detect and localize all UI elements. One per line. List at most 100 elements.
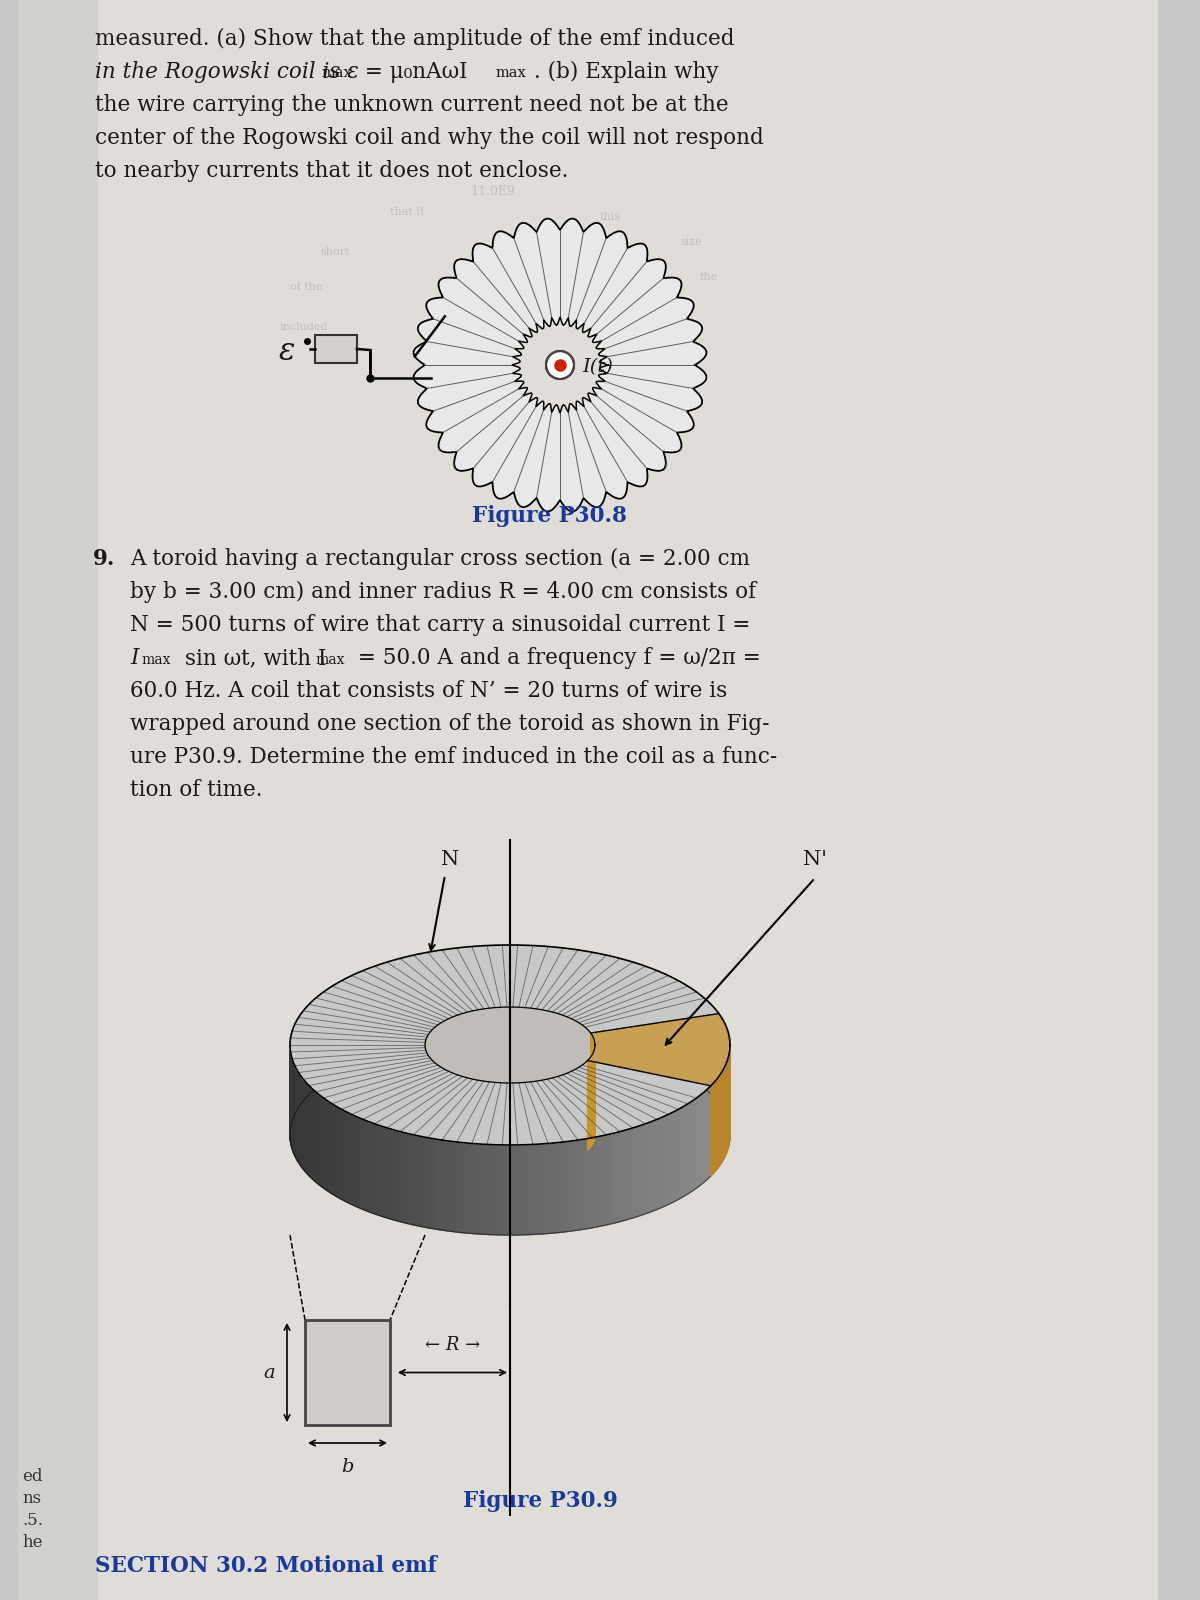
Polygon shape (382, 1126, 385, 1218)
Polygon shape (335, 1106, 337, 1197)
Polygon shape (553, 1013, 554, 1102)
Polygon shape (467, 1011, 468, 1102)
Polygon shape (690, 1101, 692, 1192)
Polygon shape (342, 1109, 344, 1202)
Polygon shape (479, 1010, 480, 1099)
Polygon shape (500, 1146, 504, 1235)
Polygon shape (364, 1120, 366, 1211)
Polygon shape (572, 1141, 576, 1230)
Text: tion of time.: tion of time. (130, 779, 263, 802)
Polygon shape (530, 1008, 532, 1098)
Polygon shape (478, 1010, 479, 1099)
Text: 9.: 9. (94, 547, 115, 570)
Polygon shape (671, 1112, 673, 1203)
Polygon shape (366, 1120, 370, 1211)
Polygon shape (290, 1035, 730, 1235)
Polygon shape (488, 1008, 490, 1098)
Text: ure P30.9. Determine the emf induced in the coil as a func-: ure P30.9. Determine the emf induced in … (130, 746, 778, 768)
Text: N: N (440, 850, 460, 869)
Polygon shape (404, 1133, 408, 1224)
Polygon shape (499, 1008, 500, 1098)
Polygon shape (520, 1146, 523, 1235)
Polygon shape (551, 1011, 552, 1102)
Polygon shape (698, 1096, 701, 1187)
Polygon shape (696, 1096, 698, 1189)
Polygon shape (708, 1088, 709, 1179)
Polygon shape (401, 1131, 404, 1222)
Polygon shape (344, 1110, 347, 1202)
Polygon shape (592, 1138, 595, 1227)
Polygon shape (676, 1109, 678, 1202)
Polygon shape (612, 1133, 616, 1224)
Polygon shape (542, 1010, 544, 1101)
Polygon shape (466, 1013, 467, 1102)
Polygon shape (722, 1019, 725, 1112)
Polygon shape (720, 1072, 722, 1165)
Text: SECTION 30.2 Motional emf: SECTION 30.2 Motional emf (95, 1555, 437, 1578)
Polygon shape (425, 1006, 595, 1083)
Polygon shape (680, 1107, 683, 1198)
Polygon shape (378, 1125, 382, 1216)
Polygon shape (551, 1142, 554, 1234)
Polygon shape (508, 1146, 512, 1235)
Polygon shape (311, 1088, 312, 1179)
Polygon shape (324, 1098, 326, 1190)
Bar (314, 334, 358, 363)
Text: N = 500 turns of wire that carry a sinusoidal current I =: N = 500 turns of wire that carry a sinus… (130, 614, 750, 635)
Text: Figure P30.9: Figure P30.9 (462, 1490, 618, 1512)
Text: max: max (142, 653, 170, 667)
Polygon shape (493, 1144, 497, 1235)
Polygon shape (290, 946, 730, 1146)
Polygon shape (576, 1139, 580, 1230)
Polygon shape (528, 1008, 530, 1098)
Polygon shape (683, 1106, 685, 1197)
Polygon shape (726, 1026, 727, 1118)
Polygon shape (523, 1008, 524, 1098)
Polygon shape (554, 1013, 556, 1102)
Polygon shape (694, 1098, 696, 1190)
Polygon shape (548, 1011, 550, 1101)
Polygon shape (412, 1134, 415, 1226)
Polygon shape (361, 1118, 364, 1210)
Polygon shape (318, 1094, 319, 1186)
Polygon shape (312, 1090, 314, 1181)
Polygon shape (332, 1104, 335, 1195)
Polygon shape (558, 1014, 559, 1104)
Polygon shape (500, 1006, 502, 1098)
Polygon shape (538, 1010, 539, 1099)
Polygon shape (719, 1013, 721, 1107)
Polygon shape (468, 1011, 469, 1102)
Polygon shape (512, 1146, 516, 1235)
Polygon shape (478, 1144, 481, 1234)
Polygon shape (584, 1139, 588, 1229)
Polygon shape (721, 1016, 722, 1109)
Polygon shape (466, 1142, 469, 1234)
Polygon shape (623, 1130, 625, 1221)
Polygon shape (395, 1130, 397, 1221)
Polygon shape (716, 1078, 718, 1170)
Polygon shape (714, 1080, 716, 1173)
Polygon shape (503, 1006, 505, 1098)
Polygon shape (460, 1014, 461, 1104)
Polygon shape (372, 1123, 376, 1214)
Text: I(t): I(t) (582, 358, 613, 376)
Polygon shape (301, 1077, 302, 1168)
Polygon shape (488, 1144, 493, 1235)
Polygon shape (440, 1139, 444, 1230)
Text: = 50.0 A and a frequency f = ω/2π =: = 50.0 A and a frequency f = ω/2π = (352, 646, 761, 669)
Polygon shape (476, 1010, 478, 1101)
Polygon shape (532, 1144, 535, 1235)
Polygon shape (504, 1146, 508, 1235)
Polygon shape (716, 1077, 719, 1170)
Polygon shape (534, 1008, 535, 1099)
Polygon shape (493, 1008, 494, 1098)
Text: = μ₀nAωI: = μ₀nAωI (358, 61, 468, 83)
Bar (305, 1320, 390, 1426)
Text: this: this (600, 211, 622, 222)
Polygon shape (629, 1128, 632, 1219)
Polygon shape (601, 1134, 605, 1226)
Polygon shape (709, 1086, 710, 1178)
Polygon shape (487, 1008, 488, 1098)
Polygon shape (515, 1006, 517, 1098)
Polygon shape (546, 1011, 547, 1101)
